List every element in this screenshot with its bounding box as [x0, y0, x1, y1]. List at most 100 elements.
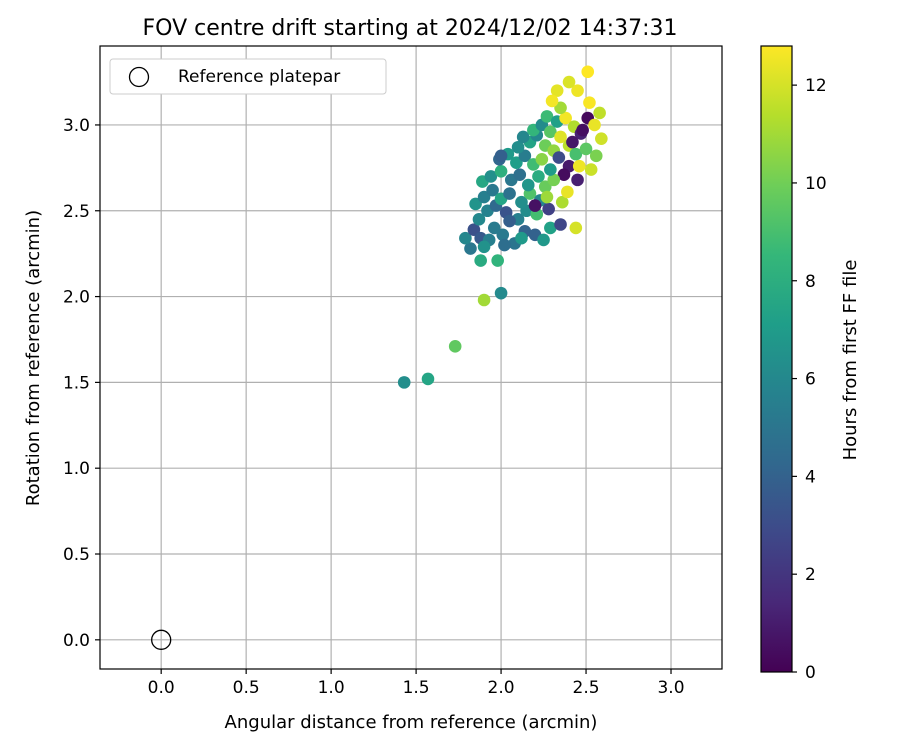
- data-point: [544, 221, 557, 235]
- data-point: [576, 123, 589, 137]
- x-tick-label: 2.0: [488, 678, 515, 698]
- colorbar-tick-label: 4: [805, 467, 816, 487]
- data-point: [521, 178, 535, 192]
- data-point: [518, 149, 532, 163]
- data-point: [571, 173, 584, 187]
- data-point: [562, 75, 576, 89]
- data-point: [547, 173, 561, 187]
- data-point: [584, 163, 598, 176]
- data-point: [515, 231, 528, 245]
- data-point: [555, 195, 569, 209]
- data-point: [467, 223, 481, 236]
- data-point: [552, 151, 566, 164]
- colorbar: [760, 45, 793, 673]
- y-tick-label: 0.0: [63, 631, 90, 651]
- colorbar-tick-label: 2: [805, 565, 816, 585]
- data-point: [469, 197, 482, 211]
- data-point: [516, 130, 530, 144]
- data-point: [535, 152, 549, 166]
- data-point: [537, 233, 550, 247]
- data-point: [494, 286, 508, 300]
- data-point: [544, 163, 557, 176]
- data-point: [494, 149, 508, 163]
- data-point: [557, 168, 571, 182]
- y-axis-ticks: 0.0 0.5 1.0 1.5 2.0 2.5 3.0: [63, 116, 100, 651]
- data-point: [544, 125, 557, 139]
- colorbar-tick-label: 6: [805, 370, 816, 390]
- data-point: [477, 240, 491, 254]
- scatter-series: [397, 65, 608, 389]
- x-tick-label: 2.5: [573, 678, 600, 698]
- data-point: [498, 238, 511, 252]
- data-point: [559, 111, 572, 125]
- y-tick-label: 1.0: [63, 459, 90, 479]
- colorbar-tick-label: 0: [805, 663, 816, 683]
- data-point: [421, 372, 435, 386]
- data-point: [510, 156, 523, 170]
- data-point: [472, 213, 486, 226]
- y-axis-label: Rotation from reference (arcmin): [23, 210, 44, 506]
- data-point: [561, 185, 574, 199]
- data-point: [496, 228, 510, 242]
- data-point: [554, 130, 567, 144]
- data-point: [397, 376, 411, 389]
- chart-title: FOV centre drift starting at 2024/12/02 …: [143, 16, 678, 41]
- x-axis-label: Angular distance from reference (arcmin): [225, 712, 598, 733]
- data-point: [566, 135, 579, 149]
- data-point: [491, 254, 504, 267]
- data-point: [532, 170, 545, 183]
- legend-open-circle-icon: [128, 66, 150, 88]
- colorbar-label: Hours from first FF file: [840, 260, 861, 461]
- data-point: [550, 84, 564, 97]
- legend: Reference platepar: [109, 58, 387, 95]
- data-point: [503, 214, 516, 228]
- legend-box: [109, 58, 387, 95]
- data-point: [474, 254, 487, 267]
- data-point: [528, 199, 542, 212]
- data-point: [540, 110, 554, 123]
- data-point: [569, 221, 583, 235]
- colorbar-ticks: 0 2 4 6 8 10 12: [792, 76, 827, 683]
- x-tick-label: 3.0: [657, 678, 684, 698]
- reference-platepar-point: [151, 629, 172, 650]
- data-point: [588, 118, 601, 132]
- data-point: [538, 180, 552, 194]
- x-axis-ticks: 0.0 0.5 1.0 1.5 2.0 2.5 3.0: [148, 669, 685, 698]
- data-point: [494, 164, 508, 178]
- data-point: [484, 170, 498, 183]
- data-point: [477, 190, 491, 204]
- y-tick-label: 1.5: [63, 373, 90, 393]
- data-point: [487, 221, 501, 235]
- data-point: [477, 293, 491, 307]
- data-point: [583, 96, 596, 109]
- data-point: [595, 132, 608, 145]
- data-point: [511, 140, 525, 154]
- colorbar-tick-label: 12: [805, 76, 827, 96]
- colorbar-tick-label: 8: [805, 272, 816, 292]
- x-tick-label: 1.5: [403, 678, 430, 698]
- data-point: [515, 195, 528, 209]
- data-point: [554, 101, 567, 115]
- data-point: [572, 159, 586, 173]
- data-point: [554, 218, 567, 231]
- plot-background: [100, 46, 722, 669]
- x-tick-label: 1.0: [318, 678, 345, 698]
- data-point: [486, 183, 499, 197]
- colorbar-tick-label: 10: [805, 174, 827, 194]
- data-point: [542, 202, 555, 216]
- reference-point-marker: [151, 629, 172, 650]
- data-point: [513, 168, 527, 182]
- x-tick-label: 0.5: [233, 678, 260, 698]
- legend-label: Reference platepar: [178, 67, 340, 87]
- data-point: [593, 106, 606, 120]
- y-tick-label: 0.5: [63, 545, 90, 565]
- plot-frame: [99, 45, 723, 670]
- data-point: [464, 242, 477, 255]
- data-point: [589, 149, 603, 163]
- data-point: [448, 340, 462, 353]
- data-point: [569, 147, 583, 161]
- y-tick-label: 3.0: [63, 116, 90, 136]
- data-point: [581, 65, 595, 79]
- data-point: [503, 187, 516, 200]
